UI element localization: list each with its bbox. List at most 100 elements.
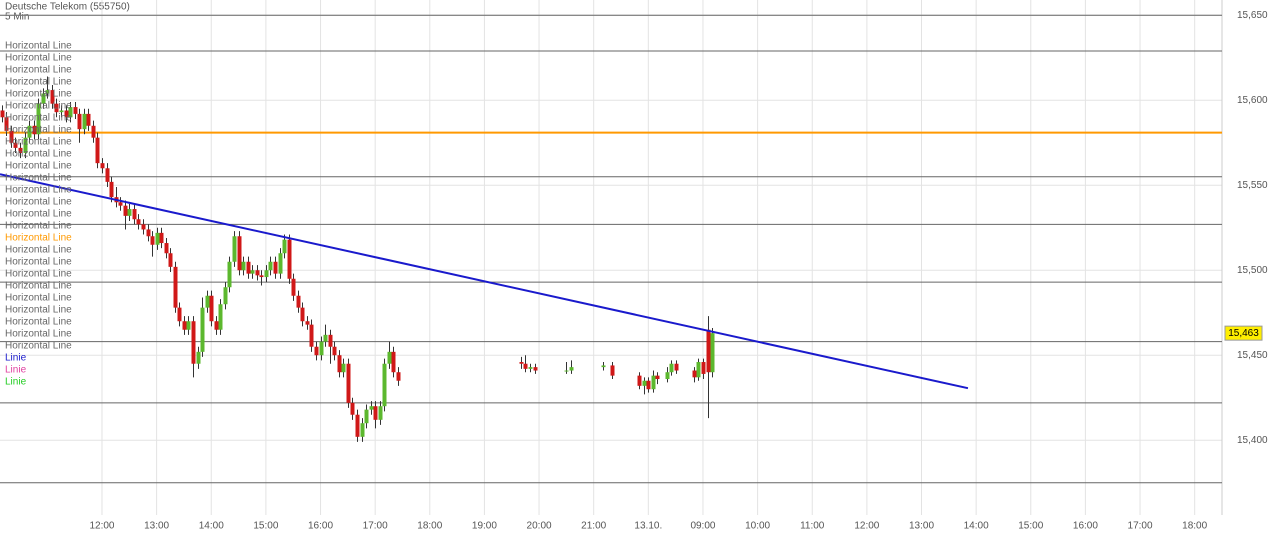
candle-body: [150, 236, 155, 245]
y-tick-label: 15,550: [1237, 180, 1268, 191]
candle-body: [196, 351, 201, 364]
candle-body: [255, 270, 260, 276]
candle-body: [227, 261, 232, 288]
candle-body: [200, 307, 205, 352]
candle-body: [146, 229, 151, 237]
x-tick-label: 12:00: [89, 521, 114, 532]
candle-body: [27, 125, 32, 138]
x-tick-label: 10:00: [745, 521, 770, 532]
candle-body: [132, 209, 137, 220]
candle-body: [282, 239, 287, 254]
candle-body: [696, 362, 701, 378]
candle-body: [91, 125, 96, 138]
y-tick-label: 15,500: [1237, 265, 1268, 276]
candle-body: [64, 110, 69, 118]
x-tick-label: 14:00: [199, 521, 224, 532]
candle-body: [214, 321, 219, 330]
y-tick-label: 15,400: [1237, 435, 1268, 446]
legend-entry: Horizontal Line: [5, 329, 72, 340]
y-tick-label: 15,600: [1237, 95, 1268, 106]
x-tick-label: 20:00: [527, 521, 552, 532]
candle-body: [300, 307, 305, 322]
x-tick-label: 12:00: [854, 521, 879, 532]
legend-entry: Horizontal Line: [5, 41, 72, 52]
candle-body: [391, 351, 396, 373]
legend-entry: Linie: [5, 365, 27, 376]
candle-body: [13, 142, 18, 148]
x-tick-label: 09:00: [690, 521, 715, 532]
candle-body: [118, 202, 123, 206]
candle-body: [136, 219, 141, 225]
legend-entry: Horizontal Line: [5, 77, 72, 88]
legend-entry: Horizontal Line: [5, 53, 72, 64]
legend-entry: Horizontal Line: [5, 173, 72, 184]
legend-entry: Linie: [5, 353, 27, 364]
candle-body: [237, 236, 242, 271]
candle-body: [350, 402, 355, 415]
legend-entry: Horizontal Line: [5, 269, 72, 280]
legend-entry: Horizontal Line: [5, 89, 72, 100]
candle-body: [73, 107, 78, 114]
legend-entry: Linie: [5, 377, 27, 388]
grid: [0, 0, 1222, 515]
candle-body: [710, 333, 715, 373]
candle-body: [191, 321, 196, 364]
candle-body: [569, 367, 574, 371]
candle-body: [655, 375, 660, 380]
candle-body: [646, 380, 651, 390]
candle-body: [168, 253, 173, 267]
candle-body: [601, 365, 606, 368]
candle-body: [186, 321, 191, 330]
candle-body: [291, 278, 296, 296]
candle-body: [296, 295, 301, 308]
chart-title: Deutsche Telekom (555750): [5, 2, 130, 13]
legend-entry: Horizontal Line: [5, 197, 72, 208]
candle-body: [9, 130, 14, 143]
candle-body: [278, 253, 283, 274]
candle-body: [50, 90, 55, 104]
candle-body: [68, 107, 73, 118]
x-tick-label: 13:00: [909, 521, 934, 532]
candle-body: [323, 334, 328, 342]
candle-body: [328, 334, 333, 347]
trend-line: [0, 173, 969, 390]
candle-body: [382, 363, 387, 407]
candle-body: [396, 372, 401, 381]
last-price-box: [1224, 325, 1263, 341]
x-tick-label: 18:00: [1182, 521, 1207, 532]
candle-body: [364, 409, 369, 424]
x-tick-label: 16:00: [308, 521, 333, 532]
candle-body: [241, 261, 246, 271]
candle-body: [692, 370, 697, 378]
legend-entry: Horizontal Line: [5, 233, 72, 244]
candle-body: [314, 346, 319, 356]
candle-body: [246, 261, 251, 274]
candle-body: [205, 295, 210, 308]
candle-body: [209, 295, 214, 322]
legend-entry: Horizontal Line: [5, 257, 72, 268]
last-price-label: 15,463: [1228, 328, 1259, 339]
legend-entry: Horizontal Line: [5, 185, 72, 196]
candle-body: [182, 321, 187, 330]
candle-body: [669, 363, 674, 373]
candle-body: [373, 406, 378, 420]
candle-body: [332, 346, 337, 356]
candle-body: [346, 363, 351, 403]
x-tick-label: 21:00: [581, 521, 606, 532]
legend-entry: Horizontal Line: [5, 317, 72, 328]
legend-entry: Horizontal Line: [5, 245, 72, 256]
candle-body: [18, 147, 23, 153]
legend-entry: Horizontal Line: [5, 65, 72, 76]
legend-entry: Horizontal Line: [5, 149, 72, 160]
candle-body: [232, 236, 237, 262]
candle-body: [701, 362, 706, 374]
candle-body: [77, 113, 82, 130]
legend-entry: Horizontal Line: [5, 293, 72, 304]
y-tick-label: 15,450: [1237, 350, 1268, 361]
legend-entry: Horizontal Line: [5, 281, 72, 292]
candle-body: [341, 363, 346, 373]
x-tick-label: 16:00: [1073, 521, 1098, 532]
candle-body: [674, 363, 679, 371]
candle-body: [564, 370, 569, 372]
candle-body: [32, 125, 37, 135]
